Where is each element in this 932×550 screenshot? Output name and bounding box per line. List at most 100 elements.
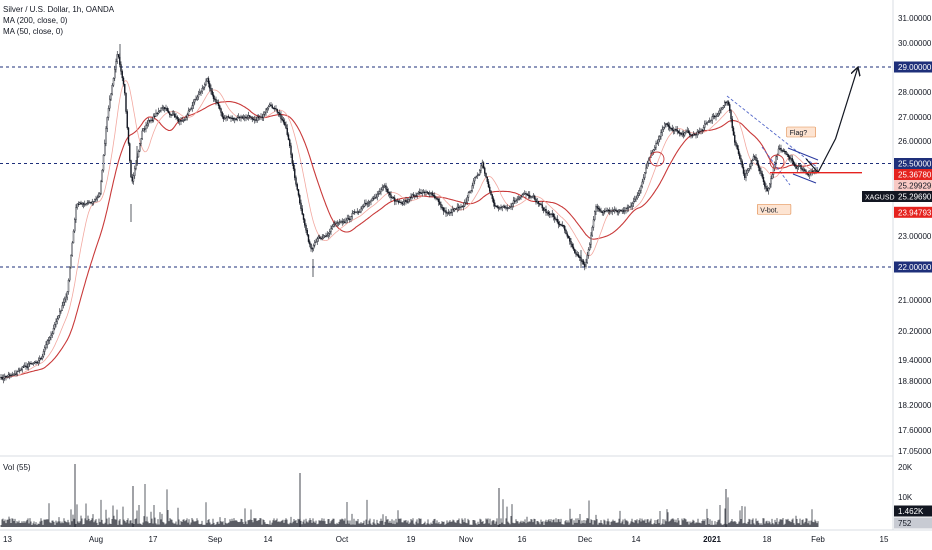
candle-body[interactable] bbox=[247, 115, 250, 118]
candle-body[interactable] bbox=[302, 214, 305, 220]
candle-body[interactable] bbox=[704, 123, 706, 128]
candle-body[interactable] bbox=[209, 83, 211, 89]
candle-body[interactable] bbox=[270, 104, 272, 106]
candle-body[interactable] bbox=[730, 110, 732, 120]
candle-body[interactable] bbox=[19, 369, 21, 372]
candle-body[interactable] bbox=[366, 203, 368, 205]
candle-body[interactable] bbox=[595, 206, 597, 212]
candle-body[interactable] bbox=[329, 231, 331, 234]
candle-body[interactable] bbox=[615, 209, 617, 211]
candle-body[interactable] bbox=[769, 183, 771, 189]
candle-body[interactable] bbox=[789, 156, 791, 160]
candle-body[interactable] bbox=[310, 243, 312, 249]
highlight-circle[interactable] bbox=[649, 151, 665, 167]
candle-body[interactable] bbox=[177, 118, 180, 122]
candle-body[interactable] bbox=[450, 212, 452, 214]
candle-body[interactable] bbox=[152, 115, 155, 121]
candle-body[interactable] bbox=[744, 173, 746, 178]
candle-body[interactable] bbox=[514, 200, 516, 202]
candle-body[interactable] bbox=[182, 120, 185, 122]
candle-body[interactable] bbox=[20, 369, 22, 371]
candle-body[interactable] bbox=[684, 132, 686, 136]
candle-body[interactable] bbox=[389, 192, 391, 196]
candle-body[interactable] bbox=[696, 131, 698, 135]
candle-body[interactable] bbox=[416, 193, 418, 197]
candle-body[interactable] bbox=[469, 191, 471, 193]
candle-body[interactable] bbox=[644, 172, 646, 179]
candle-body[interactable] bbox=[274, 107, 276, 110]
candle-body[interactable] bbox=[500, 207, 502, 209]
candle-body[interactable] bbox=[689, 132, 691, 135]
candle-body[interactable] bbox=[754, 156, 756, 158]
candle-body[interactable] bbox=[762, 177, 765, 183]
candle-body[interactable] bbox=[586, 255, 588, 263]
candle-body[interactable] bbox=[254, 119, 256, 121]
candle-body[interactable] bbox=[280, 114, 282, 120]
candle-body[interactable] bbox=[170, 114, 172, 116]
candle-body[interactable] bbox=[610, 211, 612, 213]
candle-body[interactable] bbox=[244, 116, 246, 118]
candle-body[interactable] bbox=[434, 195, 436, 198]
candle-body[interactable] bbox=[355, 211, 357, 213]
candle-body[interactable] bbox=[700, 129, 702, 132]
candle-body[interactable] bbox=[74, 219, 76, 232]
candle-body[interactable] bbox=[82, 203, 85, 205]
candle-body[interactable] bbox=[527, 194, 530, 196]
candle-body[interactable] bbox=[686, 130, 688, 132]
candle-body[interactable] bbox=[555, 218, 557, 221]
candle-body[interactable] bbox=[32, 362, 35, 364]
candle-body[interactable] bbox=[765, 186, 767, 189]
symbol-title[interactable]: Silver / U.S. Dollar, 1h, OANDA bbox=[3, 5, 115, 14]
candle-body[interactable] bbox=[156, 112, 158, 115]
candle-body[interactable] bbox=[801, 168, 803, 170]
candle-body[interactable] bbox=[542, 207, 545, 211]
candle-body[interactable] bbox=[479, 170, 481, 175]
candle-body[interactable] bbox=[102, 154, 105, 171]
candle-body[interactable] bbox=[592, 219, 595, 228]
candle-body[interactable] bbox=[475, 176, 477, 178]
candle-body[interactable] bbox=[61, 305, 63, 311]
candle-body[interactable] bbox=[676, 129, 678, 132]
candle-body[interactable] bbox=[5, 376, 7, 378]
volume-bars[interactable] bbox=[0, 464, 819, 527]
candle-body[interactable] bbox=[37, 360, 40, 363]
candle-body[interactable] bbox=[171, 114, 173, 116]
candle-body[interactable] bbox=[499, 207, 501, 209]
candle-body[interactable] bbox=[161, 107, 163, 109]
candle-body[interactable] bbox=[541, 204, 543, 209]
candle-body[interactable] bbox=[446, 212, 448, 214]
candle-body[interactable] bbox=[674, 128, 676, 132]
candle-body[interactable] bbox=[557, 221, 560, 225]
candle-body[interactable] bbox=[180, 120, 182, 122]
candle-body[interactable] bbox=[561, 224, 563, 227]
candle-body[interactable] bbox=[626, 207, 628, 210]
candle-body[interactable] bbox=[677, 130, 680, 133]
candle-body[interactable] bbox=[591, 227, 593, 236]
candle-body[interactable] bbox=[264, 111, 266, 115]
candle-body[interactable] bbox=[202, 86, 205, 89]
candle-body[interactable] bbox=[140, 138, 142, 144]
candle-body[interactable] bbox=[440, 204, 442, 208]
candle-body[interactable] bbox=[546, 212, 548, 214]
candle-body[interactable] bbox=[162, 107, 165, 109]
candle-body[interactable] bbox=[567, 236, 570, 239]
candle-body[interactable] bbox=[635, 197, 637, 200]
candle-body[interactable] bbox=[39, 358, 41, 361]
candle-body[interactable] bbox=[760, 170, 762, 174]
candle-body[interactable] bbox=[219, 105, 221, 109]
candle-body[interactable] bbox=[606, 209, 608, 212]
candle-body[interactable] bbox=[220, 108, 222, 113]
candle-body[interactable] bbox=[421, 192, 423, 194]
candle-body[interactable] bbox=[381, 187, 383, 191]
candle-body[interactable] bbox=[85, 203, 87, 205]
candle-body[interactable] bbox=[646, 162, 648, 169]
candle-body[interactable] bbox=[25, 365, 27, 367]
candle-body[interactable] bbox=[250, 116, 252, 119]
candle-body[interactable] bbox=[337, 222, 340, 224]
candle-body[interactable] bbox=[81, 203, 83, 205]
candle-body[interactable] bbox=[619, 209, 621, 212]
candle-body[interactable] bbox=[685, 130, 687, 133]
candle-body[interactable] bbox=[91, 201, 93, 204]
candle-body[interactable] bbox=[540, 203, 542, 206]
candle-body[interactable] bbox=[160, 107, 162, 111]
